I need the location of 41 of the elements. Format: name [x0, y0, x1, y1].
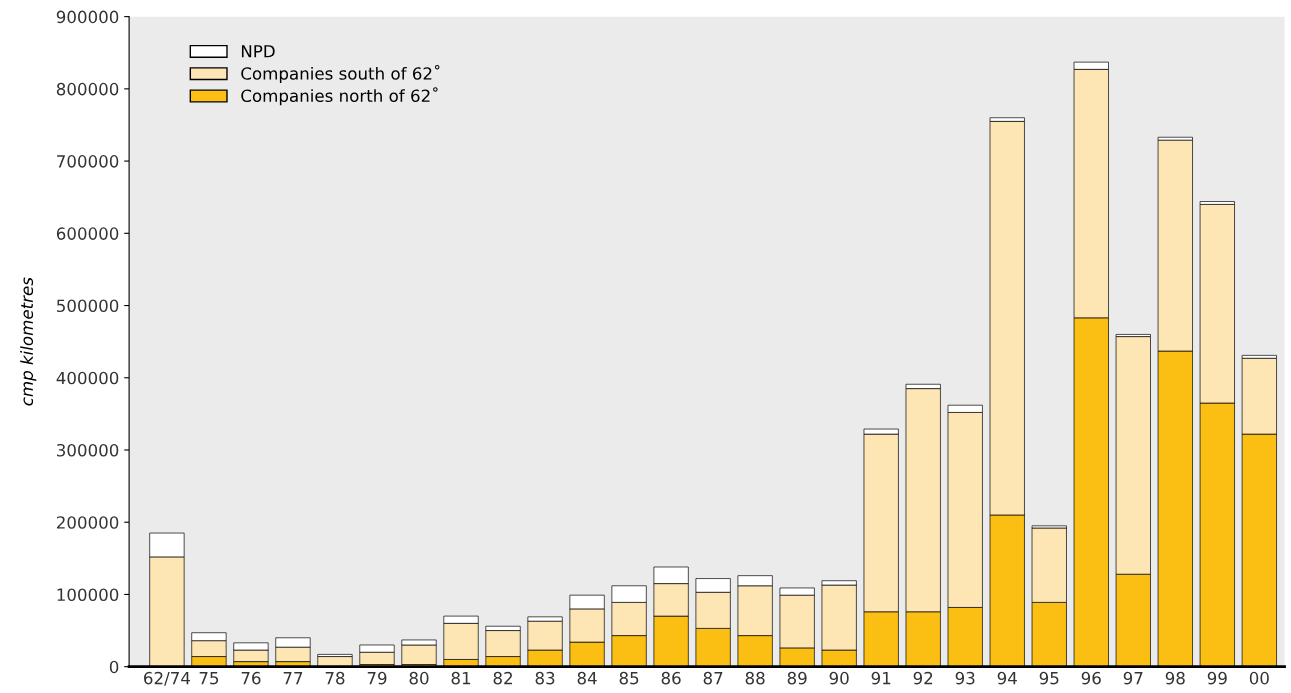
- x-tick-label: 99: [1207, 671, 1227, 685]
- y-tick-label: 0: [109, 660, 119, 674]
- x-tick-label: 86: [661, 671, 681, 685]
- x-tick-label: 93: [955, 671, 975, 685]
- legend-label: NPD: [241, 45, 275, 58]
- y-tick-label: 200000: [56, 516, 119, 529]
- x-tick-label: 90: [829, 671, 849, 685]
- y-tick-label: 100000: [57, 588, 119, 602]
- x-tick-label: 83: [535, 671, 555, 685]
- legend-label: Companies south of 62˚: [241, 64, 440, 84]
- x-tick-label: 82: [493, 671, 512, 685]
- x-tick-label: 88: [745, 671, 765, 685]
- x-tick-label: 76: [241, 671, 261, 685]
- x-tick-label: 96: [1081, 671, 1101, 685]
- y-tick-label: 700000: [57, 155, 119, 168]
- x-tick-label: 92: [913, 671, 933, 685]
- x-tick-label: 91: [871, 671, 891, 685]
- x-tick-label: 89: [787, 671, 807, 685]
- y-axis-title: cmp kilometres: [20, 277, 37, 406]
- x-tick-label: 85: [619, 671, 639, 685]
- x-tick-label: 00: [1249, 671, 1269, 685]
- x-tick-label: 81: [451, 671, 471, 685]
- legend-label: Companies north of 62˚: [241, 87, 438, 106]
- y-tick-label: 900000: [56, 10, 119, 24]
- x-tick-label: 87: [703, 671, 723, 685]
- x-tick-label: 97: [1123, 671, 1143, 685]
- y-tick-label: 400000: [56, 371, 119, 385]
- x-tick-label: 78: [325, 671, 345, 685]
- x-tick-label: 75: [199, 672, 219, 685]
- y-tick-label: 500000: [57, 299, 119, 313]
- x-tick-label: 62/74: [144, 671, 190, 686]
- x-tick-label: 95: [1039, 671, 1059, 685]
- y-tick-label: 300000: [57, 443, 119, 457]
- x-tick-label: 79: [367, 671, 387, 685]
- y-tick-label: 800000: [56, 82, 119, 96]
- y-tick-label: 600000: [56, 227, 119, 240]
- x-tick-label: 94: [997, 671, 1017, 685]
- x-tick-label: 98: [1165, 671, 1185, 685]
- x-tick-label: 80: [409, 671, 429, 685]
- x-tick-label: 84: [577, 671, 597, 685]
- x-tick-label: 77: [283, 672, 303, 685]
